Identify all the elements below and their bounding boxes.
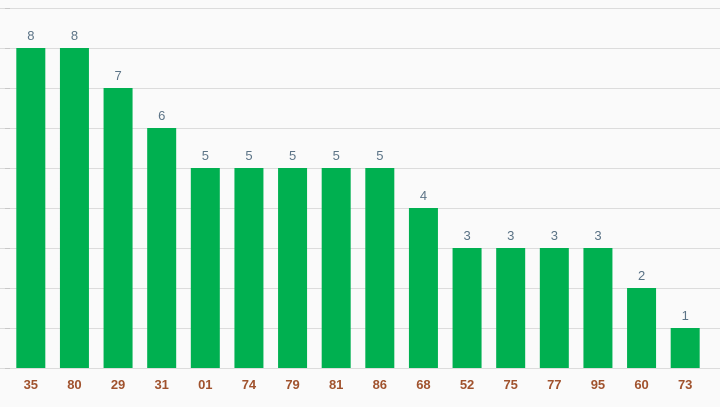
bar-80: [59, 48, 89, 368]
category-label-79: 79: [285, 377, 299, 392]
category-label-31: 31: [154, 377, 168, 392]
category-label-81: 81: [329, 377, 343, 392]
bar-77: [539, 248, 569, 368]
value-label-35: 8: [27, 28, 34, 43]
bar-31: [147, 128, 177, 368]
category-label-74: 74: [242, 377, 257, 392]
category-label-52: 52: [460, 377, 474, 392]
value-label-01: 5: [202, 148, 209, 163]
bar-73: [670, 328, 700, 368]
category-label-80: 80: [67, 377, 81, 392]
value-label-81: 5: [333, 148, 340, 163]
value-label-79: 5: [289, 148, 296, 163]
value-label-77: 3: [551, 228, 558, 243]
value-label-95: 3: [594, 228, 601, 243]
bar-29: [103, 88, 133, 368]
category-label-75: 75: [503, 377, 517, 392]
bar-60: [627, 288, 657, 368]
category-label-86: 86: [373, 377, 387, 392]
bar-01: [190, 168, 220, 368]
value-label-68: 4: [420, 188, 427, 203]
bar-81: [321, 168, 351, 368]
value-label-86: 5: [376, 148, 383, 163]
category-label-01: 01: [198, 377, 212, 392]
category-label-29: 29: [111, 377, 125, 392]
value-label-29: 7: [114, 68, 121, 83]
bar-35: [16, 48, 46, 368]
value-labels: 8 8 7 6 5 5 5 5 5 4 3 3 3 3 2 1: [27, 28, 689, 323]
bar-75: [496, 248, 526, 368]
value-label-75: 3: [507, 228, 514, 243]
category-label-35: 35: [24, 377, 38, 392]
bar-86: [365, 168, 395, 368]
bar-52: [452, 248, 482, 368]
category-label-95: 95: [591, 377, 605, 392]
category-label-60: 60: [634, 377, 648, 392]
category-label-73: 73: [678, 377, 692, 392]
value-label-80: 8: [71, 28, 78, 43]
bar-68: [408, 208, 438, 368]
value-label-73: 1: [682, 308, 689, 323]
bar-74: [234, 168, 264, 368]
category-label-68: 68: [416, 377, 430, 392]
x-axis-labels: 35 80 29 31 01 74 79 81 86 68 52 75 77 95 60 73: [24, 377, 693, 392]
value-label-74: 5: [245, 148, 252, 163]
category-label-77: 77: [547, 377, 561, 392]
value-label-52: 3: [463, 228, 470, 243]
bar-79: [278, 168, 308, 368]
value-label-31: 6: [158, 108, 165, 123]
bar-95: [583, 248, 613, 368]
value-label-60: 2: [638, 268, 645, 283]
bars: [16, 48, 700, 368]
